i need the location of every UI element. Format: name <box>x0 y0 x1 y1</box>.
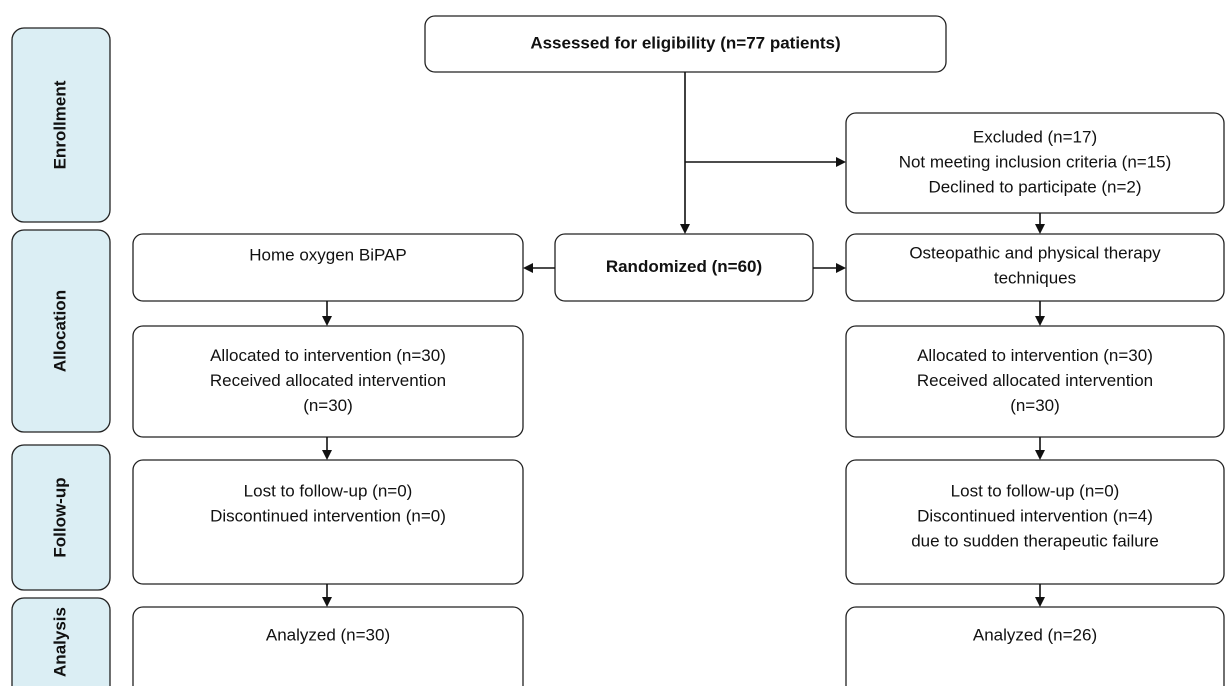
node: Allocated to intervention (n=30) Received… <box>132 325 524 438</box>
node: Randomized (n=60) <box>554 233 814 302</box>
node-text: Excluded (n=17) <box>973 127 1097 146</box>
node-box <box>845 233 1225 302</box>
node: Home oxygen BiPAP <box>132 233 524 302</box>
node-text: Lost to follow-up (n=0) <box>244 481 413 500</box>
node: Lost to follow-up (n=0) Discontinued inte… <box>845 459 1225 585</box>
node-box <box>132 325 524 438</box>
node-text: Analyzed (n=26) <box>973 625 1097 644</box>
node-text: (n=30) <box>303 396 353 415</box>
node: Osteopathic and physical therapy techniqu… <box>845 233 1225 302</box>
node-text: Allocated to intervention (n=30) <box>210 346 446 365</box>
node-text: Discontinued intervention (n=0) <box>210 506 446 525</box>
node-text: techniques <box>994 268 1076 287</box>
stage-label: Enrollment <box>50 80 69 169</box>
node: Analyzed (n=26) <box>845 606 1225 686</box>
node-text: Not meeting inclusion criteria (n=15) <box>899 152 1172 171</box>
stage-box <box>11 27 111 223</box>
node-box <box>845 325 1225 438</box>
node-text: Analyzed (n=30) <box>266 625 390 644</box>
arrows <box>322 72 1045 607</box>
node-text: Received allocated intervention <box>917 371 1153 390</box>
node: Lost to follow-up (n=0) Discontinued inte… <box>132 459 524 585</box>
node: Allocated to intervention (n=30) Received… <box>845 325 1225 438</box>
node-box <box>132 606 524 686</box>
node-box <box>845 459 1225 585</box>
node: Analyzed (n=30) <box>132 606 524 686</box>
stage-label: Allocation <box>50 290 69 372</box>
stage-label: Follow-up <box>50 477 69 557</box>
node-text: (n=30) <box>1010 396 1060 415</box>
node-box <box>132 459 524 585</box>
node-text: Discontinued intervention (n=4) <box>917 506 1153 525</box>
node-text: due to sudden therapeutic failure <box>911 531 1159 550</box>
node-text: Allocated to intervention (n=30) <box>917 346 1153 365</box>
node-text: Randomized (n=60) <box>606 257 762 276</box>
stage-box <box>11 229 111 433</box>
node-box <box>845 112 1225 214</box>
stage-box <box>11 597 111 686</box>
node: Assessed for eligibility (n=77 patients) <box>424 15 947 73</box>
node-text: Declined to participate (n=2) <box>928 177 1141 196</box>
node-text: Assessed for eligibility (n=77 patients) <box>530 33 840 52</box>
node-text: Lost to follow-up (n=0) <box>951 481 1120 500</box>
node-box <box>132 233 524 302</box>
stage-label: Analysis <box>50 607 69 677</box>
node: Excluded (n=17) Not meeting inclusion cri… <box>845 112 1225 214</box>
node-box <box>845 606 1225 686</box>
node-text: Home oxygen BiPAP <box>249 245 406 264</box>
node-text: Osteopathic and physical therapy <box>909 243 1161 262</box>
node-text: Received allocated intervention <box>210 371 446 390</box>
stage-box <box>11 444 111 591</box>
